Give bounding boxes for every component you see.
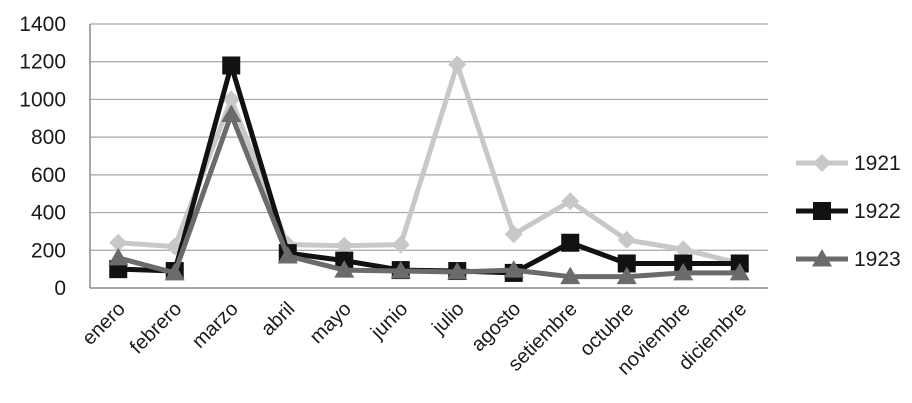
y-tick-label: 0	[54, 277, 66, 300]
series-line-1923	[115, 112, 743, 280]
data-point-1921-marzo	[222, 90, 241, 109]
data-point-1923-julio	[447, 261, 468, 280]
data-point-1922-setiembre	[561, 233, 580, 252]
data-point-1923-enero	[108, 247, 129, 266]
data-point-1921-mayo	[335, 236, 354, 255]
y-tick-label: 1400	[19, 13, 66, 36]
y-axis-tick-labels: 0 200 400 600 800 1000 1200 1400	[19, 13, 66, 300]
legend-marker-diamond	[813, 154, 831, 172]
data-point-1922-marzo	[222, 56, 241, 75]
data-point-1921-agosto	[504, 225, 523, 244]
y-tick-label: 200	[31, 239, 66, 262]
data-point-1921-octubre	[617, 230, 636, 249]
data-point-1923-noviembre	[673, 262, 694, 281]
data-point-1921-enero	[109, 233, 128, 252]
legend-item-1922: 1922	[796, 200, 901, 223]
legend-marker-triangle	[812, 249, 832, 267]
series-1922	[109, 56, 749, 282]
legend-item-1923: 1923	[796, 248, 901, 271]
legend-label: 1922	[854, 200, 901, 223]
x-tick-label-febrero: febrero	[126, 298, 186, 358]
axes	[89, 24, 768, 289]
y-tick-label: 600	[31, 164, 66, 187]
data-point-1921-junio	[391, 235, 410, 254]
x-tick-label-marzo: marzo	[188, 298, 243, 353]
y-tick-label: 1200	[19, 51, 66, 74]
data-point-1923-octubre	[616, 266, 637, 285]
data-point-1923-febrero	[164, 262, 185, 281]
data-point-1923-setiembre	[560, 266, 581, 285]
data-point-1921-julio	[448, 55, 467, 74]
legend-item-1921: 1921	[796, 152, 901, 175]
data-point-1921-setiembre	[561, 192, 580, 211]
y-tick-label: 400	[31, 202, 66, 225]
data-point-1923-abril	[277, 245, 298, 264]
legend-marker-square	[813, 202, 831, 220]
data-point-1923-mayo	[334, 260, 355, 278]
legend: 1921 1922 1923	[796, 152, 901, 271]
series-1923	[108, 104, 750, 285]
legend-label: 1923	[854, 248, 901, 271]
y-tick-label: 800	[31, 126, 66, 149]
data-point-1923-junio	[390, 261, 411, 279]
x-tick-label-enero: enero	[78, 298, 130, 350]
x-tick-label-mayo: mayo	[306, 298, 356, 348]
x-tick-label-julio: julio	[427, 298, 468, 339]
legend-label: 1921	[854, 152, 901, 175]
data-point-1921-noviembre	[674, 240, 693, 259]
x-tick-label-abril: abril	[257, 298, 299, 340]
y-tick-label: 1000	[19, 88, 66, 111]
data-point-1923-marzo	[221, 104, 242, 123]
data-point-1922-octubre	[617, 254, 636, 273]
data-point-1923-agosto	[503, 260, 524, 278]
series-lines	[108, 55, 750, 285]
x-tick-label-junio: junio	[366, 298, 412, 344]
data-point-1923-diciembre	[729, 262, 750, 281]
series-line-1921	[115, 62, 743, 266]
